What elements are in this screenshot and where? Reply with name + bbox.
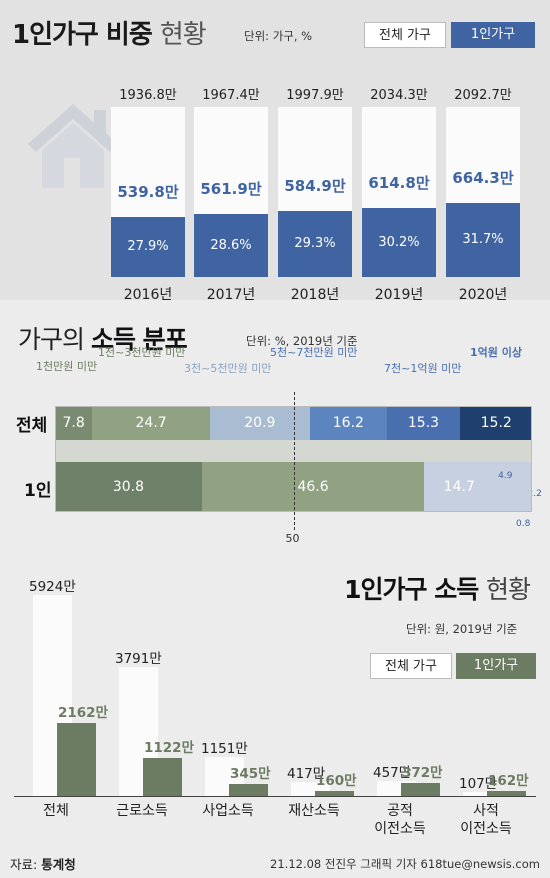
percent-label: 27.9% [127,238,169,254]
row1-segment: 7.8 [55,406,93,440]
section1-title: 1인가구 비중 현황 [12,20,207,50]
category-label: 전체 [43,803,69,819]
year-label: 2018년 [290,287,340,303]
legend-single-households: 1인가구 [451,22,535,48]
total-label: 107만 [459,776,498,793]
section2-unit: 단위: %, 2019년 기준 [246,334,358,348]
category-label: 5천~7천만원 미만 [270,346,358,359]
single-bar [229,784,268,796]
percent-label: 28.6% [210,237,252,253]
total-label: 1936.8만 [119,88,177,103]
axis-line [14,796,536,797]
row2-segment [494,462,518,512]
percent-label: 30.2% [378,234,420,250]
total-bar [463,792,502,796]
single-label: 561.9만 [200,180,262,199]
row1-segment: 16.2 [309,406,387,440]
total-label: 1151만 [201,740,248,757]
source: 자료: 통계청 [10,857,76,872]
category-label: 사업소득 [202,803,254,819]
row2-segment: 46.6 [201,462,425,512]
category-label: 재산소득 [288,803,340,819]
row2-small-label: 4.9 [498,471,513,481]
single-bar [194,214,268,277]
single-label: 160만 [316,772,357,789]
single-bar [315,790,354,796]
single-bar [57,722,96,796]
year-label: 2016년 [123,287,173,303]
single-bar [278,211,352,277]
credit: 21.12.08 전진우 그래픽 기자 618tue@newsis.com [270,857,540,871]
total-label: 3791만 [115,651,162,668]
total-label: 1997.9만 [286,88,344,103]
row1-segment: 15.3 [386,406,460,440]
year-label: 2019년 [374,287,424,303]
row-label: 1인 [24,481,52,501]
percent-label: 31.7% [462,231,504,247]
category-label: 3천~5천만원 미만 [184,362,272,375]
category-label: 7천~1억원 미만 [384,362,462,375]
section3-title: 1인가구 소득 현황 [344,575,531,604]
year-label: 2020년 [458,287,508,303]
total-label: 457만 [373,764,412,781]
single-label: 1122만 [144,739,194,756]
category-label: 1천만원 미만 [36,360,98,373]
total-label: 1967.4만 [202,88,260,103]
row2-segment [528,462,532,512]
marker-line [293,392,295,530]
legend-total-households: 전체 가구 [364,22,446,48]
row1-segment: 24.7 [92,406,211,440]
section2-title: 가구의 소득 분포 [18,325,188,354]
category-label: 사적 이전소득 [460,803,512,837]
house-icon [28,104,118,188]
row2-segment: 14.7 [424,462,495,512]
row1-segment: 20.9 [210,406,310,440]
section1-unit: 단위: 가구, % [244,29,313,43]
legend3-total-households: 전체 가구 [370,653,452,679]
total-label: 2092.7만 [454,88,512,103]
category-label: 근로소득 [116,803,168,819]
row2-segment [517,462,529,512]
single-bar [446,202,520,277]
year-label: 2017년 [206,287,256,303]
total-label: 417만 [287,765,326,782]
row2-segment: 30.8 [55,462,202,512]
legend3-single-households: 1인가구 [456,653,536,679]
single-label: 584.9만 [284,177,346,196]
single-bar [401,783,440,796]
single-label: 345만 [230,766,271,783]
row2-small-label: 0.8 [516,519,531,529]
marker-label: 50 [285,532,300,545]
single-label: 2162만 [58,704,108,721]
row1-segment: 15.2 [459,406,533,440]
section3-unit: 단위: 원, 2019년 기준 [406,622,518,636]
single-label: 162만 [488,772,529,789]
total-label: 2034.3만 [370,88,428,103]
single-bar [487,790,526,796]
single-label: 372만 [402,765,443,782]
single-bar [362,208,436,277]
row-label: 전체 [16,416,48,436]
category-label: 1억원 이상 [470,346,522,359]
percent-label: 29.3% [294,236,336,252]
chart2-frame [55,406,532,512]
single-label: 539.8만 [117,182,179,201]
single-label: 664.3만 [452,168,514,187]
row2-small-label: 2.2 [527,489,542,499]
category-label: 공적 이전소득 [374,803,426,837]
single-label: 614.8만 [368,174,430,193]
single-bar [143,757,182,796]
category-label: 1천~3천만원 미만 [98,346,186,359]
total-label: 5924만 [29,579,76,596]
single-bar [111,216,185,277]
